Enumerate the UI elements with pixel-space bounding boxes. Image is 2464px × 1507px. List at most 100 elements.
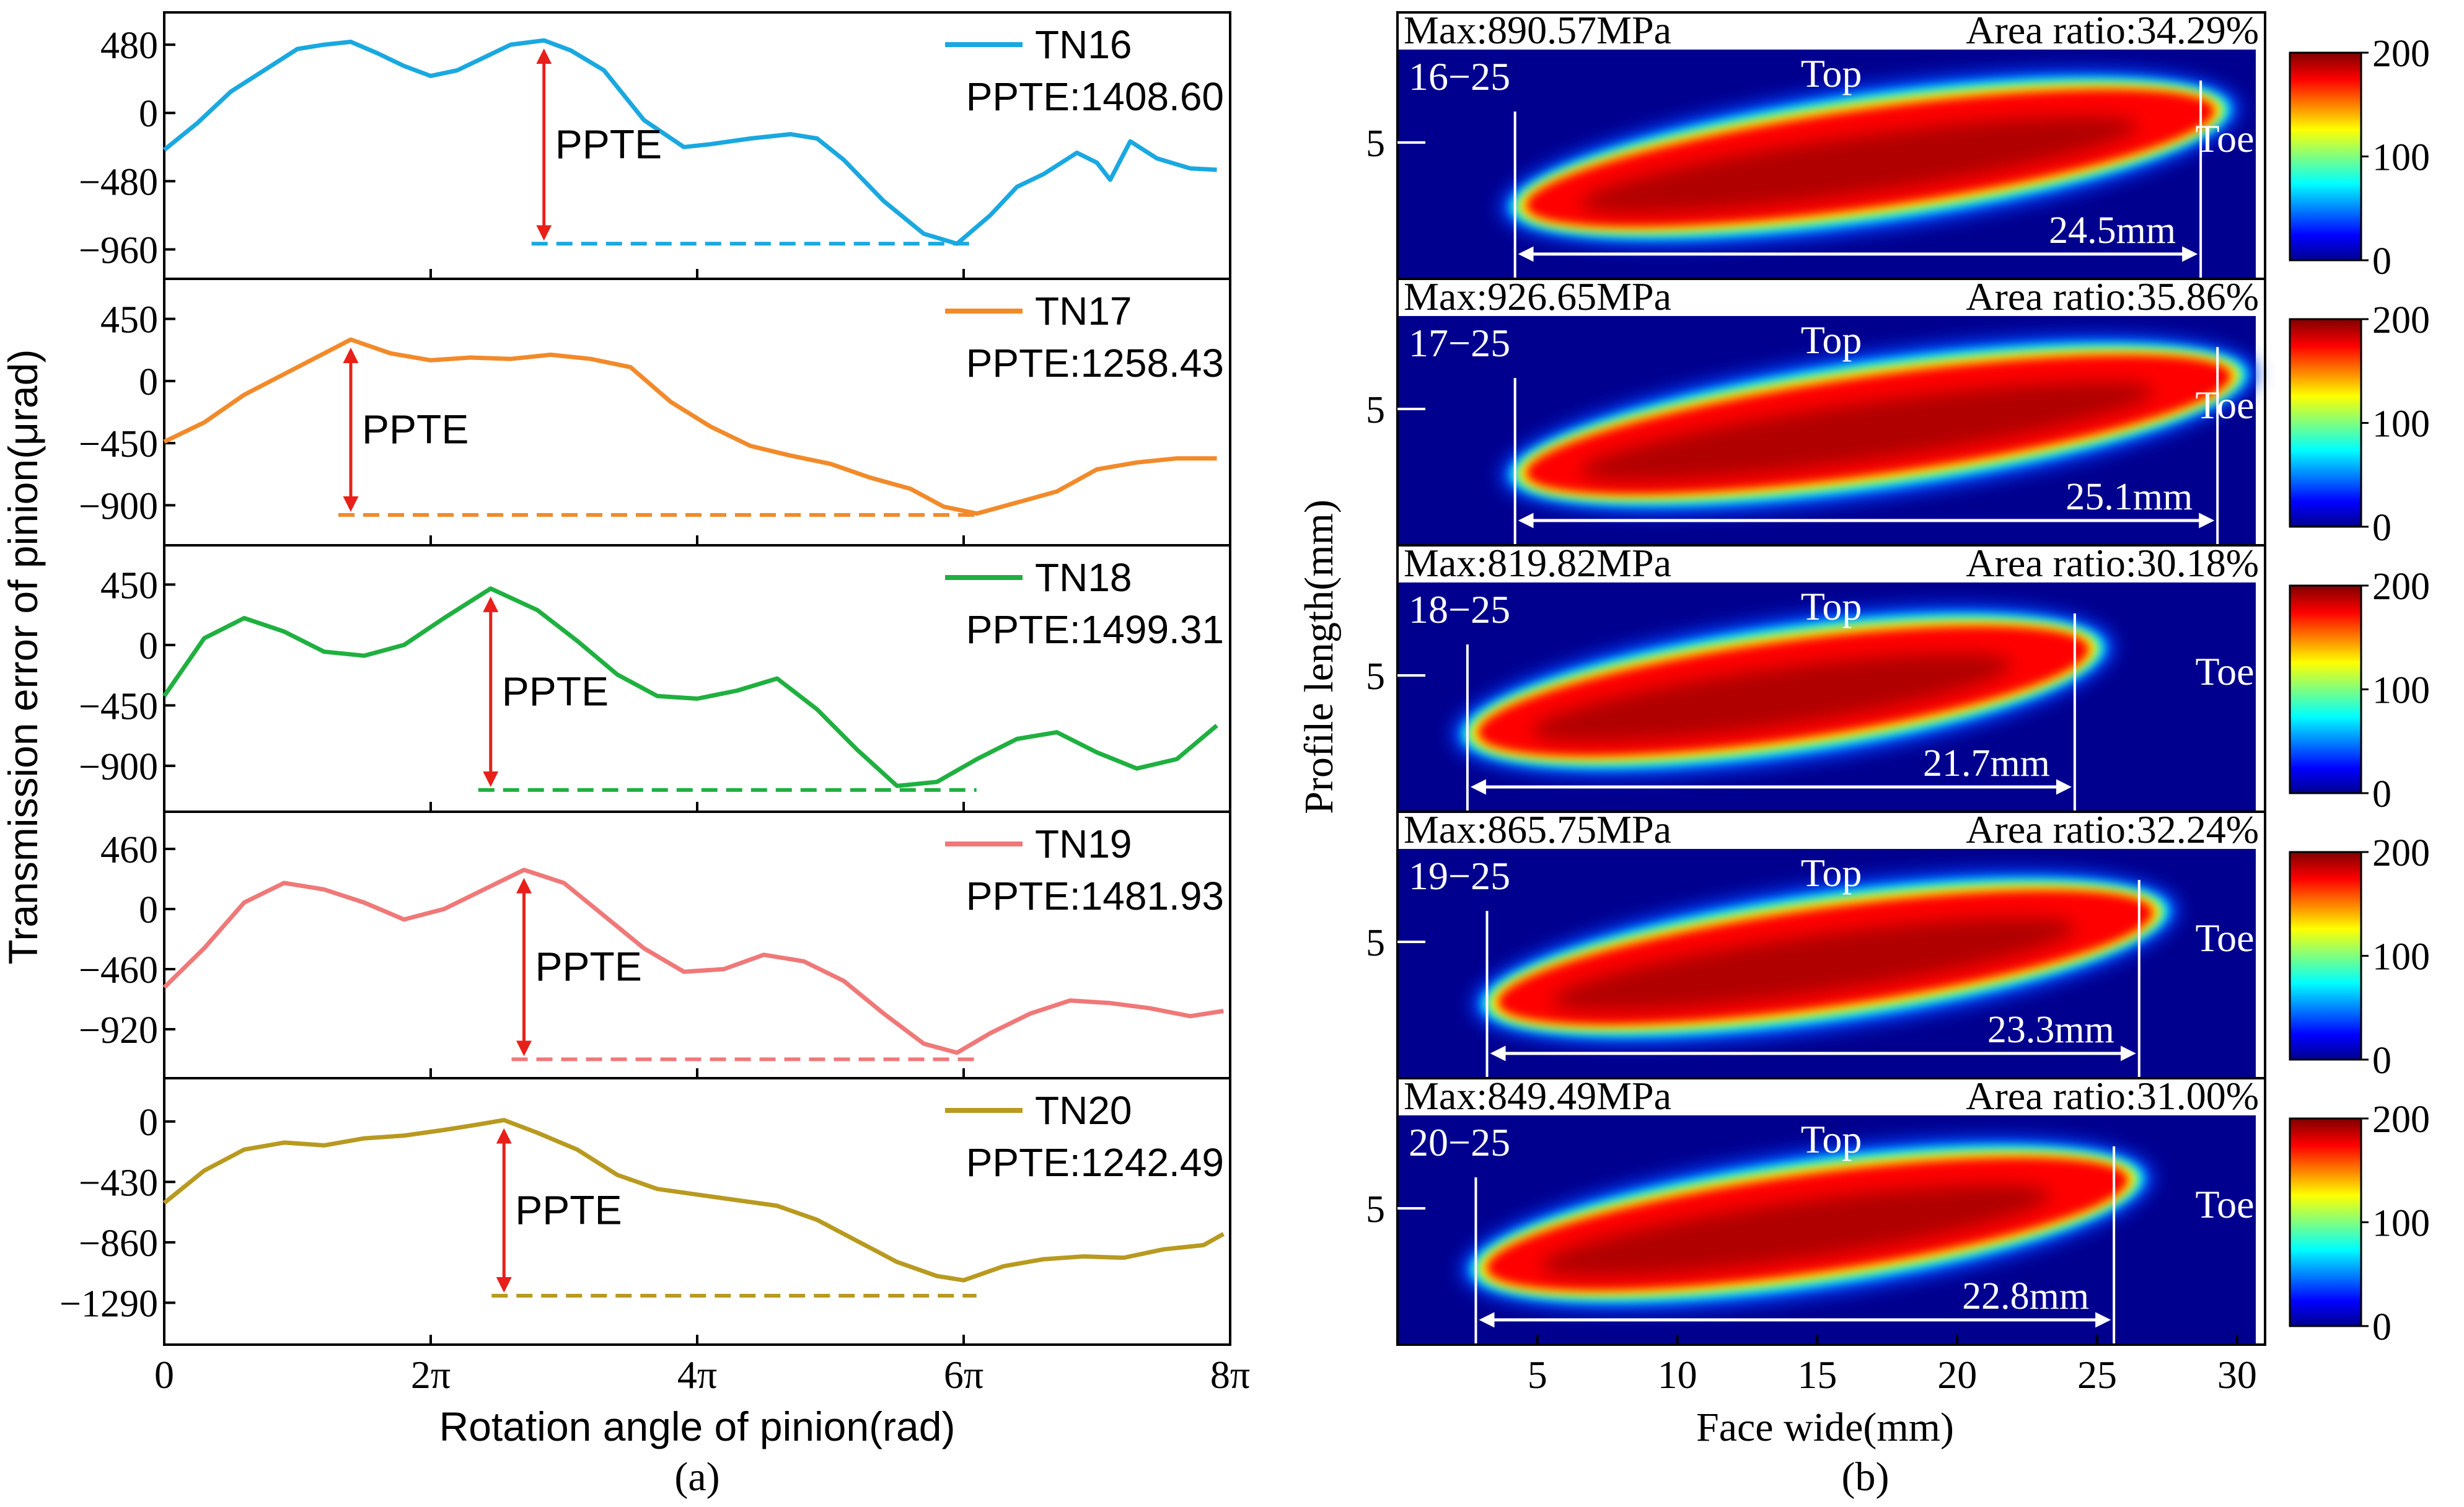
contact-pattern — [1471, 869, 2180, 1045]
y-tick-label: −920 — [79, 1009, 158, 1052]
tooth-pair-label: 18−25 — [1409, 587, 1510, 631]
series-line-tn17 — [163, 337, 1217, 516]
x-tick-label: 20 — [1937, 1353, 1977, 1397]
y-tick-label: −480 — [79, 161, 158, 203]
y-axis-label-a: Transmission error of pinion(μrad) — [0, 349, 46, 965]
top-label: Top — [1801, 318, 1862, 362]
ppte-arrow-label: PPTE — [502, 668, 609, 714]
subplot-frame — [1396, 1077, 2266, 1346]
area-ratio-label: Area ratio:34.29% — [1966, 8, 2259, 52]
contact-pattern — [1500, 335, 2258, 514]
y-tick-label: −430 — [79, 1162, 158, 1204]
x-axis-label-a: Rotation angle of pinion(rad) — [439, 1404, 956, 1449]
x-tick-label: 5 — [1528, 1353, 1547, 1397]
area-ratio-label: Area ratio:32.24% — [1966, 807, 2259, 851]
y-tick-label: −860 — [79, 1223, 158, 1265]
legend-label: TN17 — [1035, 289, 1132, 333]
colorbar-tick-label: 100 — [2372, 137, 2430, 179]
colorbar-tick-label: 200 — [2372, 299, 2430, 341]
contact-width-label: 21.7mm — [1923, 742, 2050, 784]
tooth-pair-label: 17−25 — [1409, 321, 1510, 365]
series-line-tn19 — [162, 868, 1224, 1055]
colorbar-tick-label: 200 — [2372, 566, 2430, 608]
y-tick-label: 460 — [100, 829, 158, 871]
colorbar-tick-label: 0 — [2372, 1306, 2391, 1348]
colorbar-tick-label: 100 — [2372, 1203, 2430, 1245]
x-tick-label: 0 — [154, 1353, 174, 1397]
colorbar-tick-label: 0 — [2372, 507, 2391, 549]
heatmap-subplot-20-25: 22.8mm Max:849.49MPa Area ratio:31.00% 20−2… — [1366, 1074, 2430, 1348]
tooth-pair-label: 20−25 — [1409, 1120, 1510, 1164]
x-tick-label: 6π — [944, 1353, 983, 1397]
heatmap-panel: 24.5mm Max:890.57MPa Area ratio:34.29% 16−2… — [1366, 8, 2430, 1397]
legend-label: TN16 — [1035, 22, 1132, 67]
colorbar — [2289, 318, 2362, 528]
y-tick-label: −900 — [79, 746, 158, 788]
contact-width-label: 25.1mm — [2066, 476, 2193, 518]
x-tick-label: 15 — [1797, 1353, 1837, 1397]
colorbar-tick-label: 100 — [2372, 403, 2430, 446]
y-tick-label: 480 — [100, 25, 158, 67]
contact-pattern — [1500, 69, 2241, 247]
series-line-tn16 — [162, 38, 1217, 246]
legend-label: TN20 — [1035, 1088, 1132, 1133]
top-label: Top — [1801, 1117, 1862, 1161]
colorbar-tick-label: 0 — [2372, 1040, 2391, 1082]
area-ratio-label: Area ratio:30.18% — [1966, 541, 2259, 585]
colorbar — [2289, 1117, 2362, 1327]
colorbar-tick-label: 100 — [2372, 936, 2430, 978]
y-tick-label: 0 — [139, 625, 158, 667]
contact-width-label: 23.3mm — [1987, 1009, 2114, 1051]
toe-label: Toe — [2195, 383, 2254, 427]
toe-label: Toe — [2195, 116, 2254, 160]
ppte-value: PPTE:1408.60 — [966, 74, 1224, 119]
ppte-arrow-label: PPTE — [535, 944, 642, 990]
series-line-tn18 — [162, 586, 1218, 788]
y-tick-label: −450 — [79, 423, 158, 465]
contact-core-dark — [1552, 917, 2075, 1011]
y-tick-label: −900 — [79, 485, 158, 527]
y-tick-label: −1290 — [59, 1283, 158, 1325]
line-subplot-tn19: 460 0 −460 −920 PPTE TN19 PPTE:1481.93 — [79, 811, 1231, 1079]
y-tick-label: −460 — [79, 949, 158, 991]
heatmap-subplot-17-25: 25.1mm Max:926.65MPa Area ratio:35.86% 17−2… — [1366, 275, 2430, 549]
contact-width-label: 22.8mm — [1962, 1275, 2089, 1317]
colorbar-tick-label: 100 — [2372, 670, 2430, 712]
area-ratio-label: Area ratio:31.00% — [1966, 1074, 2259, 1118]
x-tick-label: 8π — [1210, 1353, 1250, 1397]
top-label: Top — [1801, 51, 1862, 95]
line-subplot-tn17: 450 0 −450 −900 PPTE TN17 PPTE:1258.43 — [79, 278, 1231, 547]
toe-label: Toe — [2195, 916, 2254, 960]
y-tick-label: 0 — [139, 93, 158, 135]
max-stress-label: Max:819.82MPa — [1404, 541, 1671, 585]
y-tick-label: 5 — [1366, 389, 1385, 431]
x-tick-label: 10 — [1658, 1353, 1697, 1397]
x-tick-label: 4π — [677, 1353, 717, 1397]
y-tick-label: 5 — [1366, 123, 1385, 165]
y-tick-label: 0 — [139, 1102, 158, 1144]
heatmap-subplot-18-25: 21.7mm Max:819.82MPa Area ratio:30.18% 18−2… — [1366, 541, 2430, 815]
top-label: Top — [1801, 851, 1862, 895]
y-tick-label: 0 — [139, 361, 158, 403]
ppte-value: PPTE:1499.31 — [966, 607, 1224, 652]
colorbar — [2289, 584, 2362, 794]
toe-label: Toe — [2195, 1182, 2254, 1226]
panel-label-b: (b) — [1842, 1454, 1890, 1500]
ppte-value: PPTE:1242.49 — [966, 1140, 1224, 1185]
max-stress-label: Max:890.57MPa — [1404, 8, 1671, 52]
legend-label: TN18 — [1035, 555, 1132, 600]
colorbar-tick-label: 200 — [2372, 33, 2430, 75]
toe-label: Toe — [2195, 649, 2254, 693]
y-tick-label: 450 — [100, 299, 158, 341]
tooth-pair-label: 16−25 — [1409, 55, 1510, 99]
colorbar-tick-label: 200 — [2372, 1099, 2430, 1141]
y-tick-label: −960 — [79, 229, 158, 271]
ppte-arrow-label: PPTE — [515, 1187, 622, 1232]
ppte-arrow-label: PPTE — [362, 406, 469, 452]
line-subplot-tn20: 0 −430 −860 −1290 PPTE TN20 PPTE:1242.49 — [59, 1077, 1231, 1346]
tooth-pair-label: 19−25 — [1409, 854, 1510, 898]
max-stress-label: Max:926.65MPa — [1404, 275, 1671, 319]
colorbar — [2289, 51, 2362, 261]
y-tick-label: 0 — [139, 889, 158, 931]
y-tick-label: 5 — [1366, 656, 1385, 698]
